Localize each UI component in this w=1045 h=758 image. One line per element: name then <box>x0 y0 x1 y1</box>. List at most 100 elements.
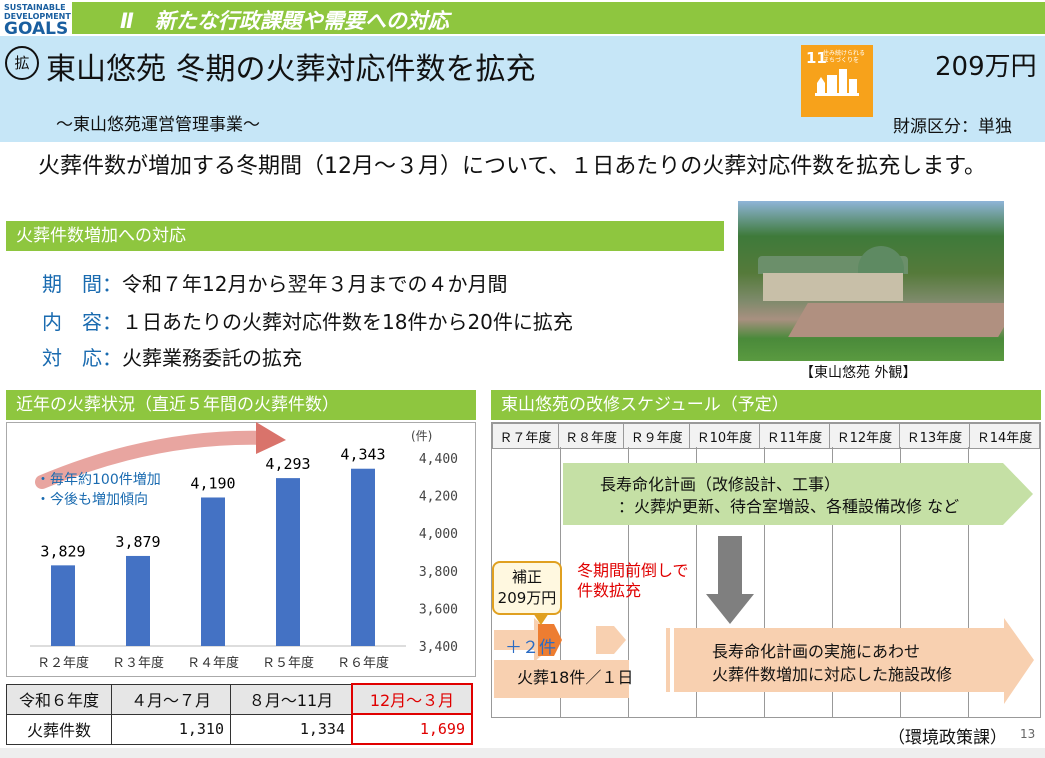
chart-frame <box>6 422 476 677</box>
winter-note-line: 件数拡充 <box>577 581 642 600</box>
section-band: Ⅱ 新たな行政課題や需要への対応 <box>72 2 1045 34</box>
section-title: Ⅱ 新たな行政課題や需要への対応 <box>120 9 449 33</box>
schedule-year: Ｒ14年度 <box>968 423 1041 449</box>
schedule-year: Ｒ８年度 <box>557 423 625 449</box>
table-header: ４月〜７月 <box>111 683 231 715</box>
bar-value-label: 4,190 <box>190 474 235 492</box>
down-arrow-icon <box>706 536 754 624</box>
x-category-label: Ｒ５年度 <box>262 655 314 671</box>
schedule-year: Ｒ13年度 <box>898 423 970 449</box>
response-heading: 火葬件数増加への対応 <box>6 221 724 251</box>
sdg-logo: SUSTAINABLE DEVELOPMENT GOALS <box>4 3 71 39</box>
supplementary-budget-callout: 補正 209万円 <box>492 561 562 615</box>
impl-line: 火葬件数増加に対応した施設改修 <box>712 665 953 684</box>
bar <box>276 478 300 646</box>
winter-note: 冬期間前倒しで 件数拡充 <box>577 561 689 601</box>
callout-pointer <box>533 613 549 625</box>
sdg-text: 住み続けられる まちづくりを <box>823 50 866 64</box>
chart-heading: 近年の火葬状況（直近５年間の火葬件数） <box>6 390 476 420</box>
plan-line: 長寿命化計画（改修設計、工事） <box>600 475 841 494</box>
implementation-text: 長寿命化計画の実施にあわせ 火葬件数増加に対応した施設改修 <box>712 640 952 686</box>
page-title: 東山悠苑 冬期の火葬対応件数を拡充 <box>46 52 536 87</box>
sdg-logo-line: SUSTAINABLE <box>4 3 66 12</box>
detail-key: 対 応： <box>42 346 122 370</box>
table-cell: 1,310 <box>111 713 231 745</box>
table-header-highlight: 12月〜３月 <box>351 683 473 715</box>
detail-value: 令和７年12月から翌年３月までの４か月間 <box>122 272 508 296</box>
y-tick-label: 3,600 <box>419 602 458 617</box>
detail-key: 期 間： <box>42 272 122 296</box>
schedule-year: Ｒ11年度 <box>758 423 830 449</box>
city-icon <box>815 69 859 96</box>
y-tick-label: 4,400 <box>419 452 458 467</box>
winter-note-line: 冬期間前倒しで <box>577 561 689 580</box>
page-number: 13 <box>1020 727 1036 741</box>
detail-key: 内 容： <box>42 310 122 334</box>
y-tick-label: 4,000 <box>419 527 458 542</box>
y-tick-label: 4,200 <box>419 490 458 505</box>
cremation-chart: 3,400 3,600 3,800 4,000 4,200 4,400 (件) 3,829 Ｒ２… <box>30 422 458 671</box>
table-cell-highlight: 1,699 <box>351 713 473 745</box>
hosei-line: 補正 <box>511 568 542 586</box>
trend-arrow-head <box>256 422 286 454</box>
current-capacity-label: 火葬18件／１日 <box>517 668 634 687</box>
detail-period: 期 間：令和７年12月から翌年３月までの４か月間 <box>42 268 507 297</box>
sdg11-icon: 11 住み続けられる まちづくりを <box>801 45 873 117</box>
table-header: ８月〜11月 <box>230 683 353 715</box>
plan-line: ：火葬炉更新、待合室増設、各種設備改修 など <box>618 497 960 516</box>
y-tick-label: 3,800 <box>419 565 458 580</box>
table-row-label: 火葬件数 <box>6 713 112 745</box>
y-tick-label: 3,400 <box>419 640 458 655</box>
photo-caption: 【東山悠苑 外観】 <box>800 365 917 381</box>
detail-value: １日あたりの火葬対応件数を18件から20件に拡充 <box>122 310 573 334</box>
x-category-label: Ｒ６年度 <box>337 655 389 671</box>
expansion-badge: 拡 <box>5 46 39 80</box>
bar-value-label: 3,879 <box>115 533 160 551</box>
funding-category: 財源区分：単独 <box>893 117 1012 137</box>
footer-band <box>0 748 1045 758</box>
x-category-label: Ｒ２年度 <box>37 655 89 671</box>
intro-text: 火葬件数が増加する冬期間（12月〜３月）について、１日あたりの火葬対応件数を拡充… <box>38 154 987 179</box>
schedule-year: Ｒ７年度 <box>492 423 559 449</box>
schedule-heading: 東山悠苑の改修スケジュール（予定） <box>491 390 1041 420</box>
schedule-frame: Ｒ７年度 Ｒ８年度 Ｒ９年度 Ｒ10年度 Ｒ11年度 Ｒ12年度 Ｒ13年度 Ｒ… <box>491 422 1041 718</box>
detail-action: 対 応：火葬業務委託の拡充 <box>42 342 302 371</box>
stats-table: 令和６年度 ４月〜７月 ８月〜11月 12月〜３月 火葬件数 1,310 1,3… <box>6 683 473 745</box>
table-header-row: 令和６年度 ４月〜７月 ８月〜11月 12月〜３月 <box>6 683 473 715</box>
sdg-logo-goals: GOALS <box>4 19 69 39</box>
x-category-label: Ｒ４年度 <box>187 655 239 671</box>
schedule-year: Ｒ９年度 <box>623 423 690 449</box>
bar <box>126 555 150 646</box>
trend-arrow <box>35 430 275 489</box>
table-header: 令和６年度 <box>6 683 112 715</box>
bar-value-label: 4,293 <box>265 455 310 473</box>
schedule-year: Ｒ10年度 <box>688 423 760 449</box>
bar <box>201 497 225 646</box>
chart-annotation: ・毎年約100件増加 <box>36 472 161 488</box>
x-category-label: Ｒ３年度 <box>112 655 164 671</box>
sdg-number: 11 <box>806 49 827 67</box>
table-row: 火葬件数 1,310 1,334 1,699 <box>6 713 473 745</box>
table-cell: 1,334 <box>230 713 353 745</box>
facility-photo <box>738 201 1004 361</box>
bar-value-label: 3,829 <box>40 542 85 560</box>
hosei-line: 209万円 <box>497 589 557 607</box>
detail-content: 内 容：１日あたりの火葬対応件数を18件から20件に拡充 <box>42 306 573 335</box>
bar <box>351 468 375 646</box>
budget-amount: 209万円 <box>935 52 1037 82</box>
y-unit-label: (件) <box>411 429 432 443</box>
sdg-logo-line: DEVELOPMENT <box>4 12 71 21</box>
implementation-arrows <box>494 618 1034 704</box>
bar <box>51 565 75 646</box>
department-label: （環境政策課） <box>888 728 1007 748</box>
plan-text: 長寿命化計画（改修設計、工事） ：火葬炉更新、待合室増設、各種設備改修 など <box>600 474 959 518</box>
chart-annotation: ・今後も増加傾向 <box>36 492 148 508</box>
schedule-year: Ｒ12年度 <box>828 423 900 449</box>
plus-two-label: ＋２件 <box>505 638 556 658</box>
page-subtitle: 〜東山悠苑運営管理事業〜 <box>56 115 260 135</box>
schedule-year-row: Ｒ７年度 Ｒ８年度 Ｒ９年度 Ｒ10年度 Ｒ11年度 Ｒ12年度 Ｒ13年度 Ｒ… <box>492 423 1041 449</box>
impl-line: 長寿命化計画の実施にあわせ <box>712 642 921 661</box>
detail-value: 火葬業務委託の拡充 <box>122 346 302 370</box>
plan-arrow <box>563 463 1033 525</box>
bar-value-label: 4,343 <box>340 446 385 464</box>
